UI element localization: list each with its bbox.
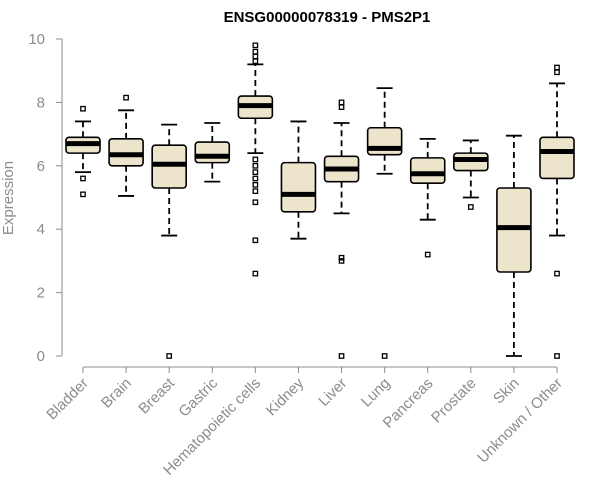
outlier-point	[338, 104, 345, 111]
y-tick-label: 10	[28, 31, 45, 48]
outlier-point	[252, 58, 259, 65]
x-tick-label: Breast	[135, 374, 178, 417]
outlier-point	[252, 42, 259, 49]
chart-title: ENSG00000078319 - PMS2P1	[224, 9, 431, 26]
outlier-point	[554, 353, 560, 359]
box-group	[237, 42, 274, 277]
outlier-point	[123, 94, 129, 101]
outlier-point	[252, 162, 259, 169]
y-tick-label: 8	[37, 94, 45, 111]
outlier-point	[338, 353, 345, 359]
outlier-point	[338, 99, 345, 106]
y-tick-label: 2	[37, 285, 45, 302]
outlier-point	[554, 69, 560, 76]
outlier-point	[467, 204, 474, 210]
box-group	[194, 122, 231, 183]
y-tick-label: 4	[37, 221, 45, 238]
outlier-point	[80, 175, 86, 182]
box-group	[65, 105, 101, 198]
x-tick-label: Brain	[98, 375, 135, 412]
outlier-point	[252, 237, 259, 244]
box-group	[453, 139, 489, 210]
outlier-point	[554, 64, 560, 71]
outlier-point	[424, 251, 431, 258]
outlier-point	[381, 353, 388, 359]
y-tick-label: 0	[37, 348, 45, 365]
box-group	[323, 99, 360, 359]
outlier-point	[252, 175, 259, 182]
box-group	[539, 64, 575, 359]
box-group	[280, 120, 317, 240]
x-tick-label: Liver	[315, 375, 350, 410]
y-axis-label: Expression	[0, 161, 17, 235]
outlier-point	[252, 156, 259, 163]
x-tick-label: Kidney	[263, 374, 308, 419]
x-tick-label: Prostate	[428, 375, 480, 427]
outlier-point	[252, 188, 259, 195]
iqr-box	[409, 157, 446, 185]
box-group	[108, 94, 144, 197]
iqr-box	[280, 161, 317, 213]
outlier-point	[252, 199, 259, 206]
outlier-point	[166, 353, 173, 359]
iqr-box	[539, 136, 575, 180]
x-tick-label: Lung	[358, 375, 394, 411]
outlier-point	[252, 48, 259, 55]
outlier-point	[252, 53, 259, 60]
box-group	[366, 87, 403, 359]
outlier-point	[80, 191, 86, 198]
outlier-point	[252, 270, 259, 277]
iqr-box	[194, 141, 231, 164]
outlier-point	[338, 258, 345, 264]
box-group	[151, 123, 187, 359]
outlier-point	[252, 169, 259, 175]
box-group	[496, 134, 532, 357]
y-tick-label: 6	[37, 158, 45, 175]
outlier-point	[338, 254, 345, 261]
box-group	[409, 137, 446, 258]
outlier-point	[80, 105, 86, 112]
x-tick-label: Bladder	[43, 375, 92, 424]
outlier-point	[554, 270, 560, 277]
boxes	[65, 42, 575, 359]
x-tick-label: Skin	[490, 375, 523, 408]
outlier-point	[252, 181, 259, 188]
